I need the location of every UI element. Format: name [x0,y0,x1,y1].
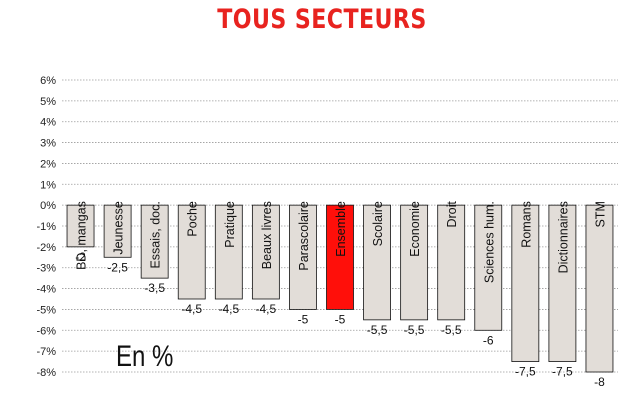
y-tick-label: -1% [36,221,56,233]
y-tick-label: 2% [40,158,56,170]
value-label: -4,5 [218,302,239,316]
bar [511,204,540,362]
value-label: -8 [594,375,605,389]
bar [289,204,317,310]
bar [103,204,132,258]
value-label: -5,5 [441,323,462,337]
bar [585,204,614,373]
y-tick-label: -6% [36,325,56,337]
y-tick-label: -3% [36,263,56,275]
value-label: -5 [335,312,346,326]
category-label: Beaux livres [260,201,274,269]
bar [326,204,354,310]
value-label: -5,5 [404,323,425,337]
unit-label: En % [116,340,174,373]
y-tick-label: 6% [40,75,56,87]
bar [548,204,577,362]
y-tick-label: -2% [36,242,56,254]
value-label: -3,5 [144,281,165,295]
value-label: -7,5 [552,365,573,379]
bars [66,204,614,373]
value-label: -4,5 [181,302,202,316]
category-label: Economie [408,201,422,257]
category-label: Dictionnaires [556,201,570,273]
value-label: -7,5 [515,365,536,379]
bar [177,204,206,300]
bar [363,204,391,321]
category-label: Essais, doc. [149,201,163,268]
y-tick-label: 4% [40,117,56,129]
category-labels: BD, mangas Jeunesse Essais, doc. Poche Prati… [75,201,608,283]
category-label: Parascolaire [297,201,311,271]
value-label: -5 [298,312,309,326]
y-tick-label: 5% [40,96,56,108]
category-label: Scolaire [371,201,385,246]
category-label: Droit [445,201,459,228]
value-label: -2,5 [107,260,128,274]
value-label: -4,5 [256,302,277,316]
category-label: BD, mangas [75,201,89,270]
bar [214,204,243,300]
category-label: Pratique [223,201,237,248]
category-label: Sciences hum. [482,201,496,283]
bar [251,204,280,300]
category-label: Jeunesse [112,201,126,255]
bar [66,204,95,248]
bar [474,204,503,331]
y-axis-ticks: 6% 5% 4% 3% 2% 1% 0% -1% -2% -3% -4% -5% -6% -7% -8% [36,75,56,379]
bar [140,204,169,279]
y-tick-label: -4% [36,284,56,296]
y-tick-label: -5% [36,304,56,316]
y-tick-label: -7% [36,346,56,358]
bar [400,204,429,321]
value-label: -2 [75,250,86,264]
category-label: Romans [519,201,533,248]
y-tick-label: 0% [40,200,56,212]
y-tick-label: 3% [40,138,56,150]
chart-title: TOUS SECTEURS [217,4,427,35]
value-label: -5,5 [367,323,388,337]
bar [437,204,466,321]
category-label: Ensemble [334,201,348,257]
y-tick-label: -8% [36,367,56,379]
category-label: STM [593,201,607,227]
value-labels: -2 -2,5 -3,5 -4,5 -4,5 -4,5 -5 -5 -5,5 -5,5 -5,5 -6… [75,250,605,389]
value-label: -6 [483,333,494,347]
y-tick-label: 1% [40,179,56,191]
category-label: Poche [186,201,200,236]
